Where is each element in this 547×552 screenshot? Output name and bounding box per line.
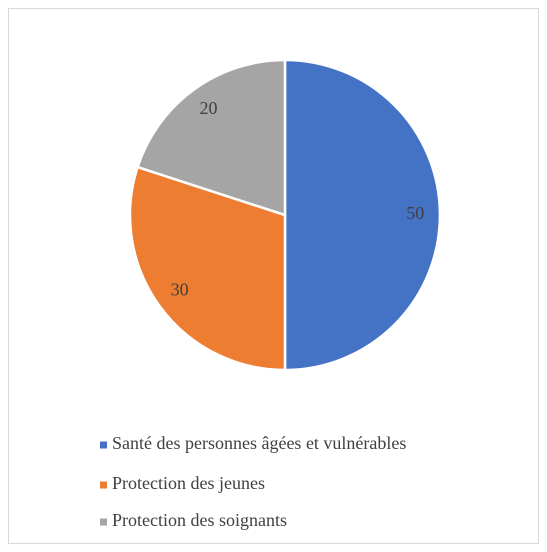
pie-slice bbox=[128, 165, 287, 372]
data-label: 20 bbox=[199, 98, 217, 118]
legend-marker bbox=[100, 518, 107, 526]
data-label: 30 bbox=[171, 280, 189, 300]
data-label: 50 bbox=[406, 203, 424, 223]
pie-slice bbox=[283, 58, 442, 372]
pie-slice bbox=[136, 58, 287, 217]
legend-label: Protection des soignants bbox=[112, 510, 287, 530]
legend-marker bbox=[100, 441, 107, 449]
legend-label: Santé des personnes âgées et vulnérables bbox=[112, 433, 406, 453]
legend-label: Protection des jeunes bbox=[112, 473, 265, 493]
legend-marker bbox=[100, 481, 107, 489]
